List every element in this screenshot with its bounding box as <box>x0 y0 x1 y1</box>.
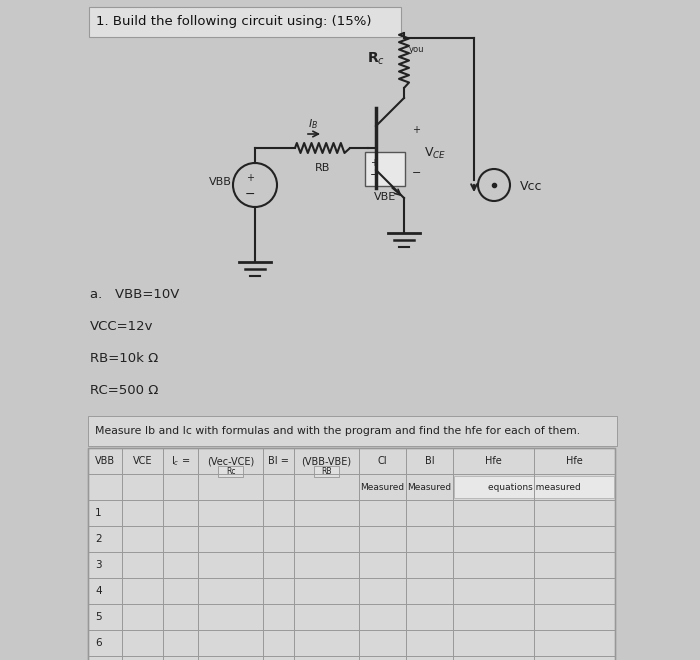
Text: you: you <box>409 46 424 55</box>
Text: I$_c$ =: I$_c$ = <box>171 454 190 468</box>
Text: 1. Build the following circuit using: (15%): 1. Build the following circuit using: (1… <box>96 15 372 28</box>
Text: Hfe: Hfe <box>566 456 583 466</box>
FancyBboxPatch shape <box>89 7 401 37</box>
Text: (VBB-VBE): (VBB-VBE) <box>301 456 351 466</box>
Text: +: + <box>370 158 378 168</box>
Text: RB=10k Ω: RB=10k Ω <box>90 352 158 366</box>
Text: Measured: Measured <box>360 482 405 492</box>
Text: a.   VBB=10V: a. VBB=10V <box>90 288 179 302</box>
Text: Measured: Measured <box>407 482 452 492</box>
Text: (Vec-VCE): (Vec-VCE) <box>207 456 254 466</box>
Text: 4: 4 <box>95 586 101 596</box>
Text: Hfe: Hfe <box>485 456 502 466</box>
Text: Measure Ib and Ic with formulas and with the program and find the hfe for each o: Measure Ib and Ic with formulas and with… <box>95 426 580 436</box>
Text: VBB: VBB <box>95 456 115 466</box>
Text: VCE: VCE <box>132 456 152 466</box>
Text: I$_B$: I$_B$ <box>308 117 318 131</box>
Text: CI: CI <box>377 456 387 466</box>
Text: 6: 6 <box>95 638 101 648</box>
Text: RC=500 Ω: RC=500 Ω <box>90 385 158 397</box>
Text: +: + <box>412 125 420 135</box>
Text: VBE: VBE <box>374 192 396 202</box>
Text: VBB: VBB <box>209 177 232 187</box>
Text: Rc: Rc <box>226 467 235 475</box>
FancyBboxPatch shape <box>454 476 614 498</box>
Text: R$_c$: R$_c$ <box>367 50 385 67</box>
Text: RB: RB <box>315 163 330 173</box>
Text: −: − <box>245 187 255 201</box>
FancyBboxPatch shape <box>365 152 405 186</box>
Text: equations measured: equations measured <box>487 482 580 492</box>
Text: RB: RB <box>321 467 332 475</box>
Text: +: + <box>246 173 254 183</box>
Text: BI =: BI = <box>268 456 289 466</box>
FancyBboxPatch shape <box>88 416 617 446</box>
FancyBboxPatch shape <box>218 465 243 477</box>
Text: 3: 3 <box>95 560 101 570</box>
Text: −: − <box>412 168 421 178</box>
Text: 5: 5 <box>95 612 101 622</box>
FancyBboxPatch shape <box>88 448 615 660</box>
Text: −: − <box>370 170 379 180</box>
Text: 1: 1 <box>95 508 101 518</box>
Text: Vcc: Vcc <box>520 180 542 193</box>
Text: V$_{CE}$: V$_{CE}$ <box>424 145 447 160</box>
Text: 2: 2 <box>95 534 101 544</box>
FancyBboxPatch shape <box>314 465 339 477</box>
Text: VCC=12v: VCC=12v <box>90 321 153 333</box>
Text: BI: BI <box>424 456 434 466</box>
